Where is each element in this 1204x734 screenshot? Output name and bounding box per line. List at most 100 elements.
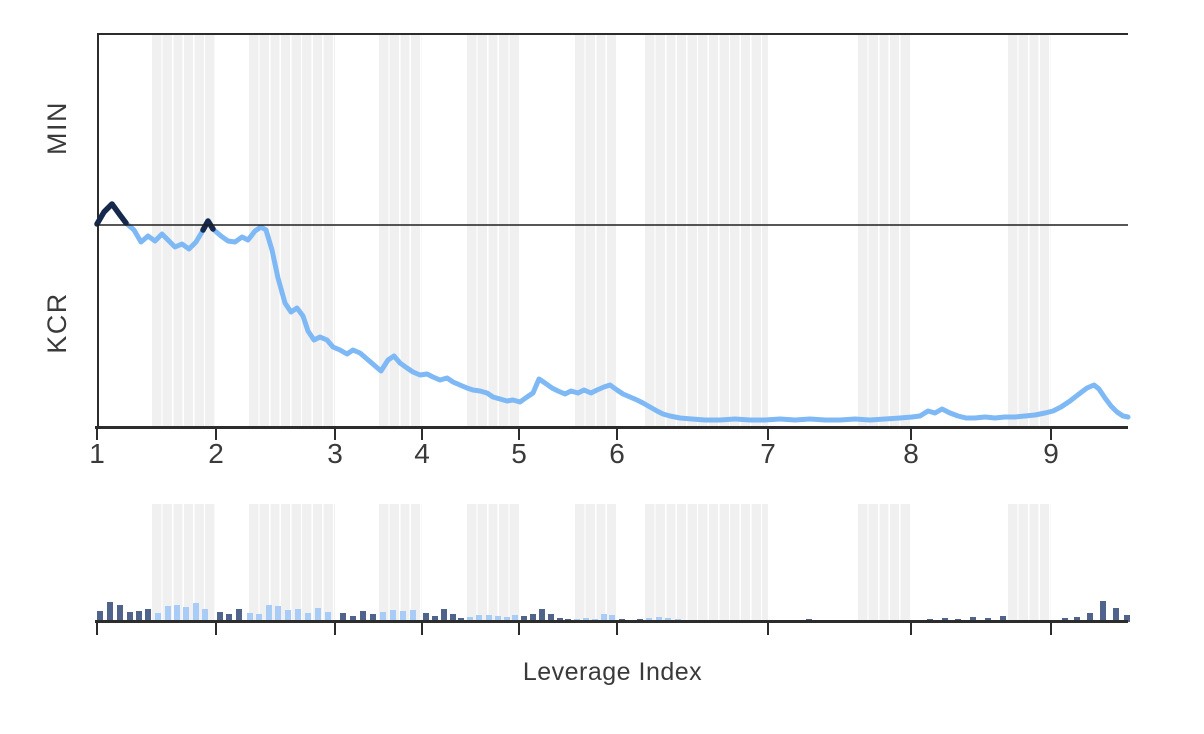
x-axis-tick	[334, 622, 336, 635]
top-panel-left-border	[97, 33, 99, 427]
leverage-bar	[423, 613, 429, 622]
leverage-bar	[202, 609, 208, 622]
leverage-bar	[548, 614, 554, 622]
leverage-bar	[145, 609, 151, 622]
x-axis-tick-label: 9	[1043, 438, 1059, 469]
leverage-bar	[521, 616, 527, 622]
leverage-bar	[390, 610, 396, 622]
x-axis-tick	[910, 427, 912, 440]
x-axis-tick	[1050, 427, 1052, 440]
leverage-bar	[183, 607, 189, 622]
leverage-bar	[400, 611, 406, 622]
leverage-bar	[410, 610, 416, 622]
x-axis-tick	[96, 622, 98, 635]
leverage-bar	[315, 608, 321, 622]
inning-band	[575, 504, 617, 622]
x-axis-tick	[616, 622, 618, 635]
x-axis-tick-label: 3	[327, 438, 343, 469]
win-prob-line-away-favor	[94, 201, 129, 227]
x-axis-tick	[518, 622, 520, 635]
leverage-bar	[360, 611, 366, 622]
inning-band	[858, 34, 911, 426]
x-axis-tick	[910, 622, 912, 635]
leverage-bar	[1087, 613, 1093, 622]
leverage-bar	[285, 610, 291, 622]
leverage-bar	[450, 614, 456, 622]
x-axis-tick-label: 7	[760, 438, 776, 469]
leverage-bar	[970, 617, 976, 622]
bottom-panel-x-axis	[95, 620, 1128, 623]
leverage-bar	[325, 612, 331, 622]
leverage-bar	[609, 615, 615, 622]
leverage-bar	[275, 606, 281, 622]
away-team-label: MIN	[42, 101, 72, 155]
x-axis-tick	[334, 427, 336, 440]
inning-band	[645, 34, 768, 426]
x-axis-tick	[96, 427, 98, 440]
leverage-bar	[266, 605, 272, 622]
x-axis-tick-label: 5	[511, 438, 527, 469]
x-axis-tick	[1050, 622, 1052, 635]
leverage-bar	[512, 615, 518, 622]
inning-band	[467, 504, 519, 622]
leverage-bar	[165, 606, 171, 622]
leverage-bar	[107, 602, 113, 622]
x-axis-tick-label: 4	[414, 438, 430, 469]
x-axis-tick	[215, 427, 217, 440]
x-axis-tick	[616, 427, 618, 440]
leverage-bar	[1000, 616, 1006, 622]
leverage-bar	[305, 613, 311, 622]
leverage-bar	[486, 615, 492, 622]
top-panel-x-axis	[95, 426, 1128, 429]
leverage-bar	[495, 616, 501, 622]
x-axis-tick	[767, 622, 769, 635]
top-panel-top-border	[97, 33, 1128, 35]
leverage-bar	[504, 617, 510, 622]
leverage-bar	[476, 615, 482, 622]
leverage-bar	[193, 603, 199, 622]
leverage-bar	[127, 612, 133, 622]
leverage-bar	[247, 613, 253, 622]
leverage-bar	[226, 614, 232, 622]
inning-band	[1008, 34, 1051, 426]
leverage-bar	[295, 609, 301, 622]
x-axis-tick	[518, 427, 520, 440]
inning-band	[249, 34, 335, 426]
inning-band	[152, 34, 216, 426]
leverage-bar	[117, 605, 123, 622]
inning-band	[858, 504, 911, 622]
leverage-bar	[236, 609, 242, 622]
leverage-bar	[370, 614, 376, 622]
leverage-bar	[1113, 608, 1119, 622]
x-axis-tick	[421, 622, 423, 635]
leverage-bar	[350, 616, 356, 622]
leverage-bar	[340, 613, 346, 622]
x-axis-tick-label: 1	[89, 438, 105, 469]
inning-band	[249, 504, 335, 622]
x-axis-tick-label: 6	[609, 438, 625, 469]
x-axis-tick	[215, 622, 217, 635]
inning-band	[575, 34, 617, 426]
inning-band	[152, 504, 216, 622]
leverage-bar	[97, 611, 103, 622]
x-axis-tick	[767, 427, 769, 440]
leverage-bar	[1124, 615, 1130, 622]
x-axis-tick	[421, 427, 423, 440]
leverage-bar	[217, 612, 223, 622]
leverage-bar	[380, 612, 386, 622]
x-axis-title: Leverage Index	[522, 658, 703, 686]
leverage-bar	[467, 617, 473, 622]
leverage-bar	[539, 609, 545, 622]
home-team-label: KCR	[42, 292, 72, 354]
leverage-bar	[441, 609, 447, 622]
leverage-bar	[174, 605, 180, 622]
leverage-bar	[656, 617, 662, 622]
leverage-bar	[432, 616, 438, 622]
leverage-bar	[1074, 617, 1080, 622]
inning-band	[645, 504, 768, 622]
leverage-bar	[1100, 601, 1106, 622]
inning-band	[379, 504, 422, 622]
x-axis-tick-label: 2	[208, 438, 224, 469]
leverage-bar	[136, 611, 142, 622]
